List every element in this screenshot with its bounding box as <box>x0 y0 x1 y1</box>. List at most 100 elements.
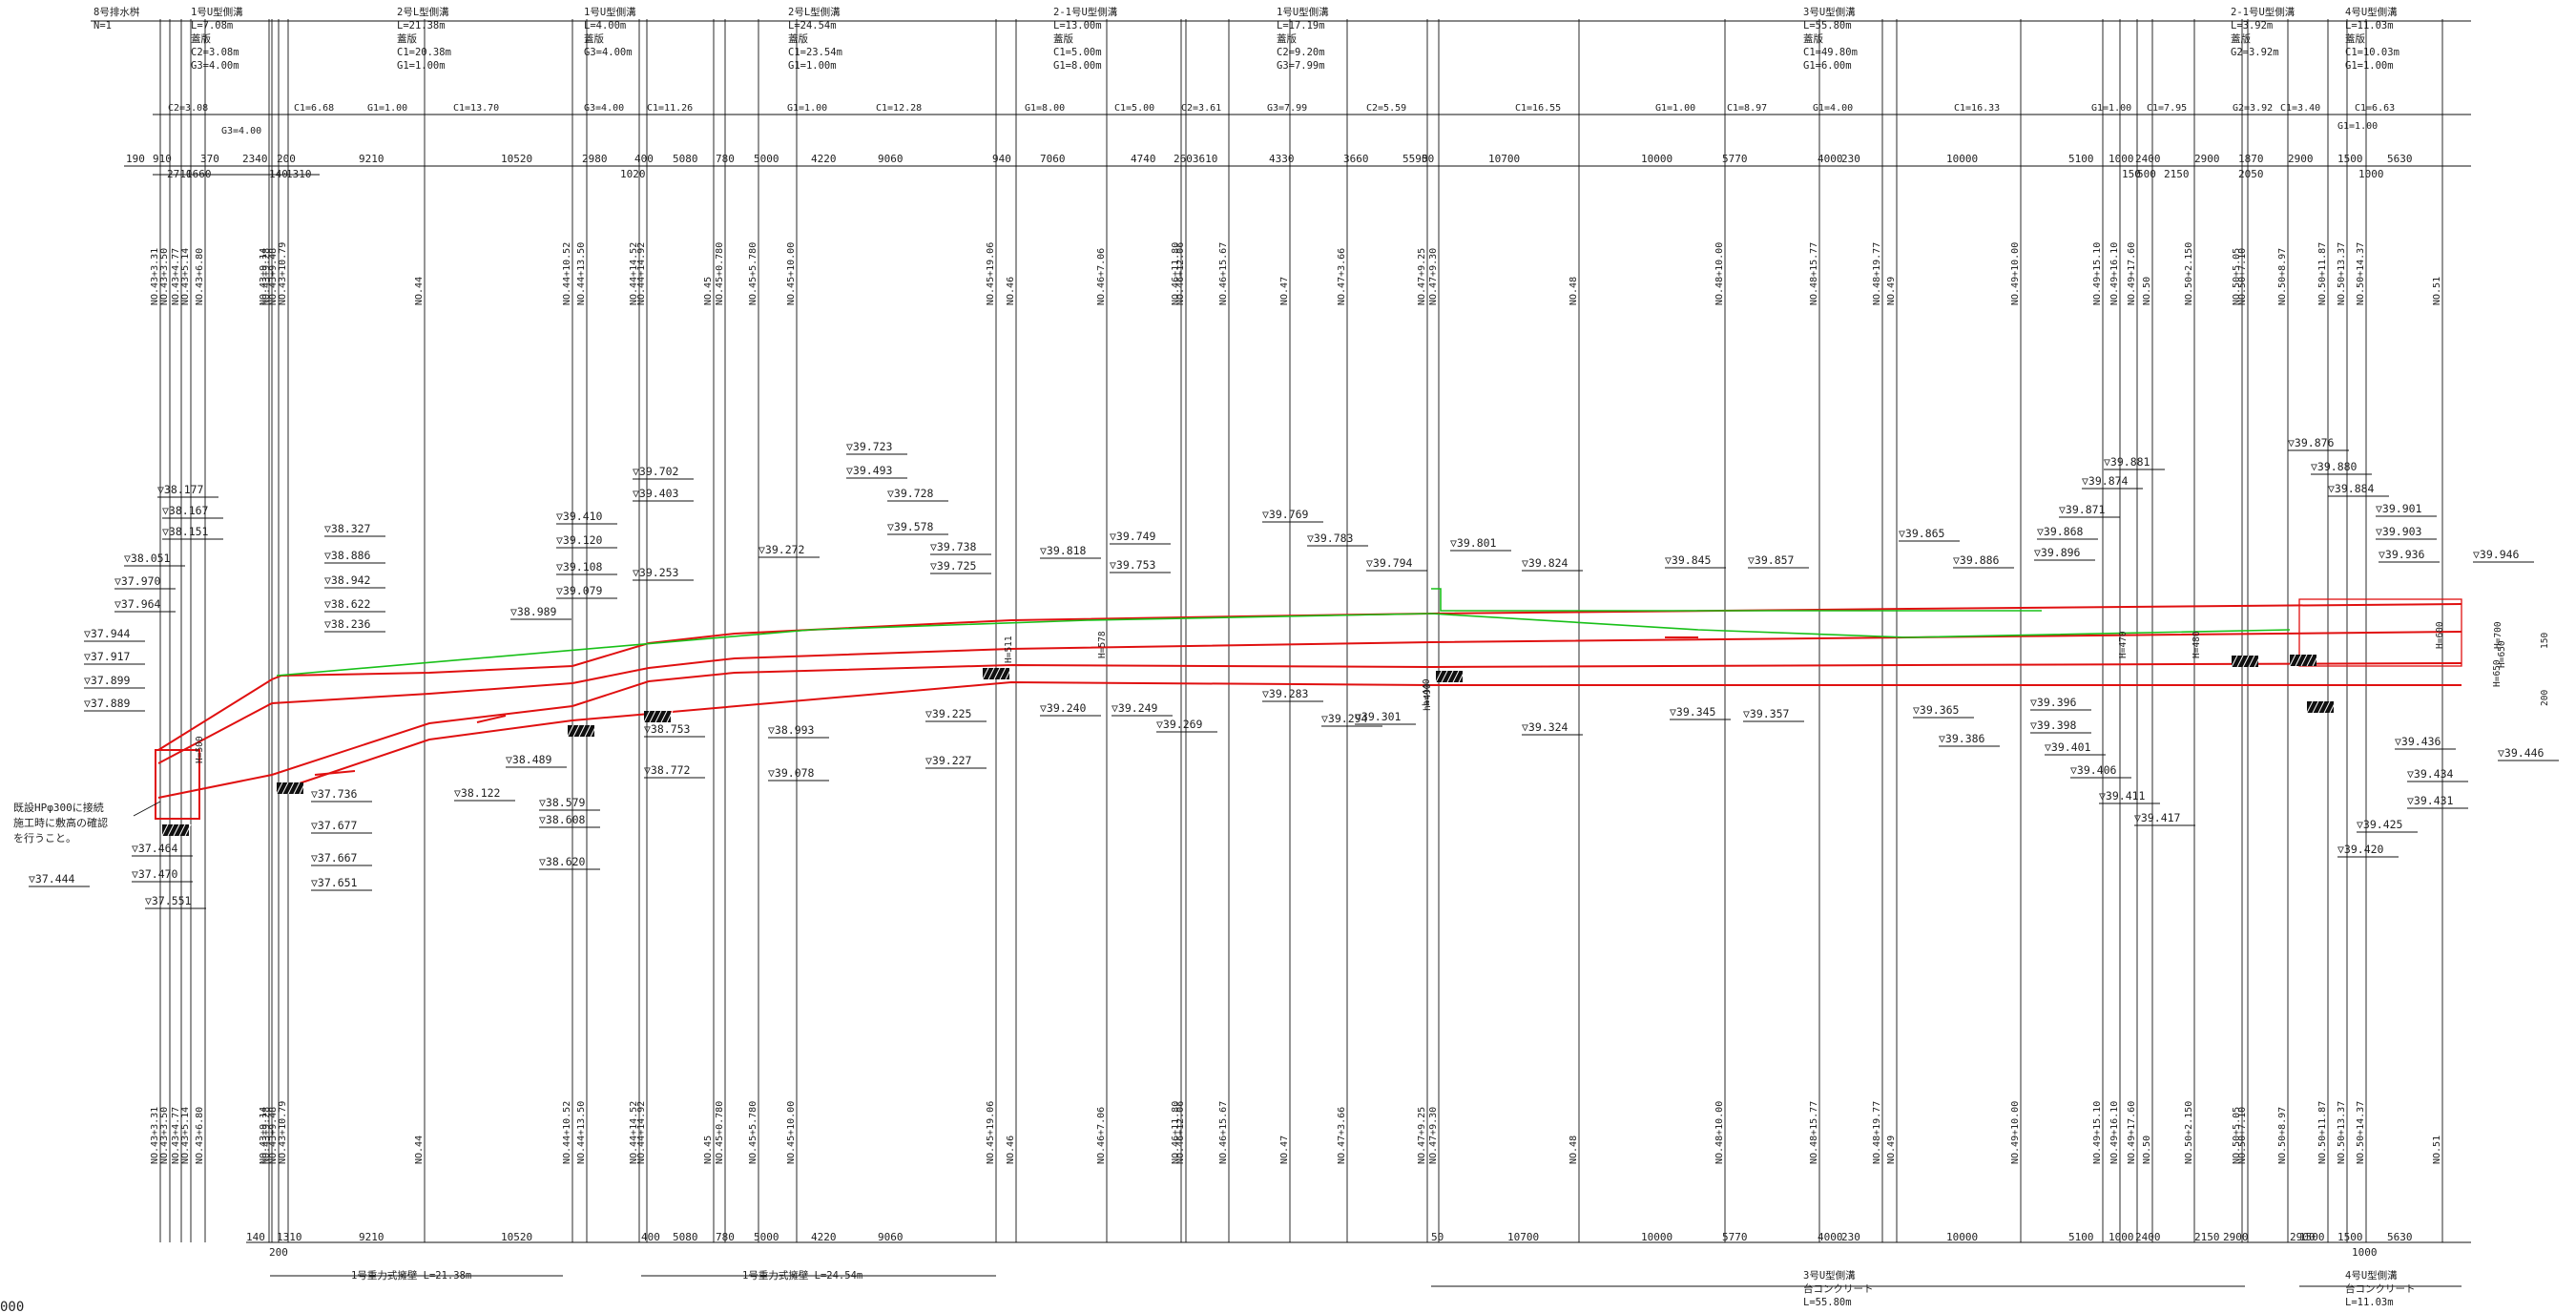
elevation-label: ▽39.324 <box>1522 720 1568 734</box>
top-dim-value: 5630 <box>2387 153 2413 165</box>
top-dim-value: 1870 <box>2238 153 2264 165</box>
station-label: NO.50+8.97 <box>2277 1107 2288 1164</box>
top-dim-value: 5080 <box>673 153 698 165</box>
elevation-label: ▽39.446 <box>2498 746 2545 760</box>
station-label: NO.51 <box>2432 277 2442 305</box>
elevation-label: ▽39.269 <box>1156 718 1203 731</box>
section-line: 蓋版 <box>1277 32 1298 45</box>
cover-label: C1=6.68 <box>294 103 334 114</box>
elevation-label: ▽38.942 <box>324 573 370 587</box>
elevation-label: ▽39.227 <box>925 754 972 767</box>
section-line: G3=4.00m <box>191 60 239 72</box>
section-line: L=17.19m <box>1277 20 1325 31</box>
top-dim-value: 5000 <box>754 153 779 165</box>
station-label: NO.46+12.06 <box>1175 242 1186 305</box>
station-label: NO.43+9.48 <box>268 1107 279 1164</box>
profile-top-line <box>157 603 2462 751</box>
station-label: NO.51 <box>2432 1136 2442 1164</box>
elevation-label: ▽37.470 <box>132 867 178 881</box>
station-label: NO.45+5.780 <box>748 242 758 305</box>
station-label: NO.50+8.97 <box>2277 248 2288 305</box>
station-label: NO.47+9.30 <box>1428 1107 1439 1164</box>
section-header: 1号U型側溝 L=7.08m 蓋版 C2=3.08m G3=4.00m <box>191 6 243 72</box>
bottom-caption: L=55.80m <box>1803 1297 1852 1308</box>
top-dim-value: 5770 <box>1722 153 1748 165</box>
station-label: NO.50 <box>2142 1136 2152 1164</box>
station-label: NO.44+14.92 <box>636 1101 647 1164</box>
station-label: NO.43+9.48 <box>268 248 279 305</box>
bottom-dim-value: 4220 <box>811 1231 837 1243</box>
bottom-dim-value: 780 <box>716 1231 735 1243</box>
section-line: L=7.08m <box>191 20 233 31</box>
station-label: NO.45 <box>703 1136 714 1164</box>
section-line: 蓋版 <box>397 32 417 45</box>
section-header: 3号U型側溝 L=55.80m 蓋版 C1=49.80m G1=6.00m <box>1803 6 1858 72</box>
bottom-dim-value: 230 <box>1841 1231 1860 1243</box>
station-label: NO.50+7.10 <box>2237 1107 2248 1164</box>
bottom-dim-value: 400 <box>641 1231 660 1243</box>
elevation-label: ▽39.420 <box>2337 843 2384 856</box>
top-dim-value: 10700 <box>1488 153 1520 165</box>
elevation-label: ▽38.236 <box>324 617 371 631</box>
station-label: NO.43+5.14 <box>180 248 191 305</box>
station-label: NO.43+9.14 <box>259 1107 269 1164</box>
cover-label: G1=1.00 <box>2091 103 2131 114</box>
section-line: L=24.54m <box>788 20 837 31</box>
structure-hatches <box>161 654 2337 837</box>
cover-label: G2=3.92 <box>2233 103 2273 114</box>
top-dim-value: 140 <box>269 168 288 180</box>
bottom-dim-value: 9060 <box>878 1231 904 1243</box>
station-label: NO.47+9.25 <box>1417 1107 1427 1164</box>
elevation-label: ▽38.177 <box>157 483 204 496</box>
profile-bottom-line <box>157 662 2462 799</box>
profile-inner-line <box>157 631 2462 764</box>
top-dim-value: 1310 <box>286 168 312 180</box>
section-line: 蓋版 <box>1053 32 1074 45</box>
top-dim-value: 7060 <box>1040 153 1066 165</box>
station-label: NO.47+3.66 <box>1337 248 1347 305</box>
elevation-label: ▽38.051 <box>124 552 171 565</box>
station-label: NO.48+15.77 <box>1809 1101 1819 1164</box>
cover-label: G3=4.00 <box>221 126 261 136</box>
station-label: NO.46+7.06 <box>1096 248 1107 305</box>
hatch-mark <box>276 782 306 795</box>
elevation-label: ▽39.365 <box>1913 703 1959 717</box>
section-line: 蓋版 <box>1803 32 1824 45</box>
station-label: NO.43+10.79 <box>278 242 288 305</box>
height-label: 200 <box>2540 690 2550 706</box>
elevation-label: ▽39.824 <box>1522 556 1568 570</box>
station-label: NO.46+12.06 <box>1175 1101 1186 1164</box>
cover-label: G3=4.00 <box>584 103 624 114</box>
hatch-mark <box>161 823 192 837</box>
elevation-label: ▽38.327 <box>324 522 371 535</box>
elevation-label: ▽38.753 <box>644 722 691 736</box>
top-dim-value: 50 <box>1422 153 1434 165</box>
bottom-dim-value: 5100 <box>2068 1231 2094 1243</box>
station-label: NO.43+3.31 <box>150 248 160 305</box>
bottom-dim-value: 1310 <box>277 1231 302 1243</box>
station-label: NO.45+10.00 <box>786 242 797 305</box>
station-label: NO.49+15.10 <box>2092 1101 2103 1164</box>
note-leader <box>133 801 161 817</box>
elevation-label: ▽39.886 <box>1953 553 2000 567</box>
station-label: NO.49+16.10 <box>2109 1101 2120 1164</box>
station-label: NO.50+7.10 <box>2237 248 2248 305</box>
elevation-label: ▽38.489 <box>506 753 552 766</box>
top-dim-value: 2900 <box>2288 153 2314 165</box>
station-label: NO.46+7.06 <box>1096 1107 1107 1164</box>
station-label: NO.44+13.50 <box>576 1101 587 1164</box>
section-line: G1=1.00m <box>788 60 837 72</box>
hatch-mark <box>643 710 674 723</box>
elevation-label: ▽39.411 <box>2099 789 2146 802</box>
cover-label: C1=12.28 <box>876 103 922 114</box>
section-line: G1=1.00m <box>2345 60 2394 72</box>
station-label: NO.43+3.50 <box>159 248 170 305</box>
bottom-dim-value: 5080 <box>673 1231 698 1243</box>
top-dim-value: 150 <box>2122 168 2141 180</box>
station-label: NO.50+5.05 <box>2232 1107 2242 1164</box>
bottom-dim-value: 10000 <box>1641 1231 1672 1243</box>
top-dim-value: 400 <box>634 153 654 165</box>
station-label: NO.43+9.28 <box>261 1107 272 1164</box>
bottom-caption: 4号U型側溝 <box>2345 1269 2398 1282</box>
height-label: H=500 <box>195 736 205 763</box>
